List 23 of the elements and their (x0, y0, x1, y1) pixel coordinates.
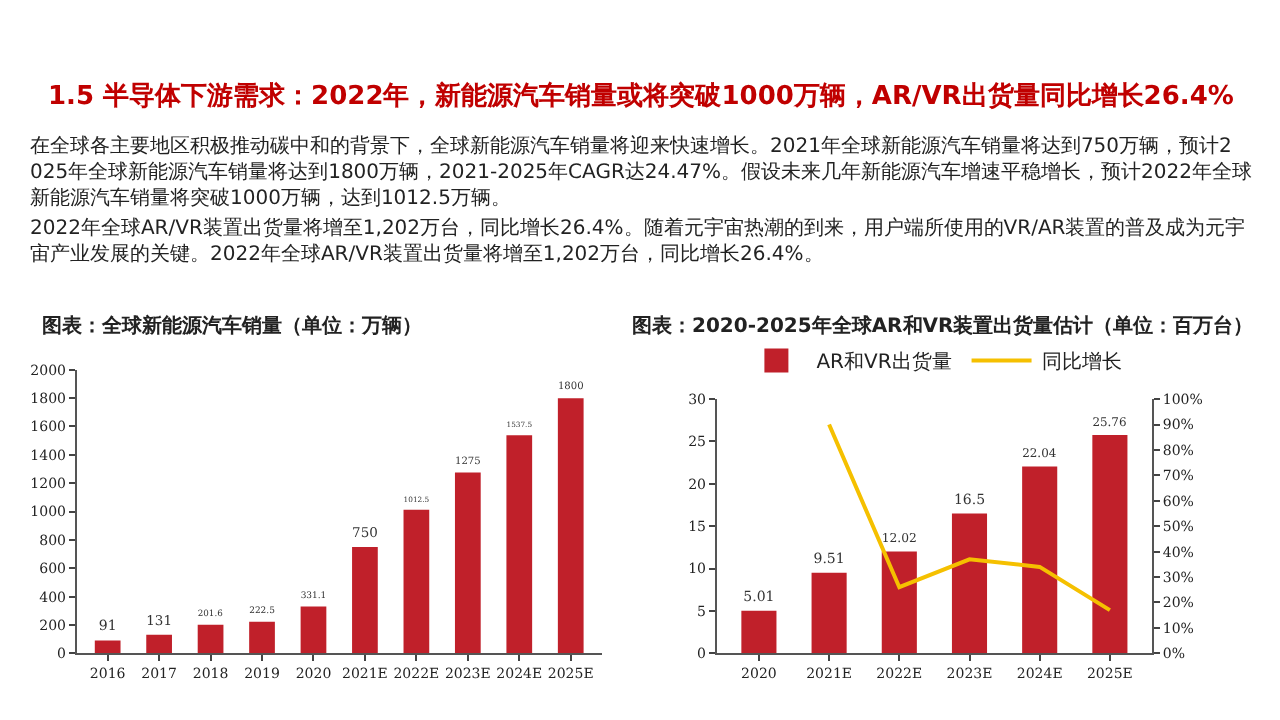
bar (94, 640, 121, 654)
bar (506, 435, 533, 654)
bar (249, 621, 275, 654)
text: 在全球各主要地区积极推动碳中和的背景下，全球新能源汽车销量将迎来快速增长。2021年全球新能源汽车销量将达到750万辆，预计2025年全球新能源汽车销量将达到1800万辆，2021-2025年CAGR达24.47%。假设未来几年新能源汽车增速平稳增长，预计2022年全球新能源汽车销量将突破1000万辆，达到1012.5万辆。 (30, 134, 1252, 210)
bar (881, 551, 917, 654)
text: 2022年全球AR/VR装置出货量将增至1,202万台，同比增长26.4%。随着元宇宙热潮的到来，用户端所使用的VR/AR装置的普及成为元宇宙产业发展的关键。2022年全球AR/VR装置出货量将增至1,202万台，同比增长26.4%。 (30, 216, 1246, 266)
bar (300, 606, 327, 654)
chart-title: 图表：2020-2025年全球AR和VR装置出货量估计（单位：百万台） (632, 314, 1254, 338)
bar (741, 610, 777, 654)
bar (557, 398, 584, 654)
text: 1.5 半导体下游需求：2022年，新能源汽车销量或将突破1000万辆，AR/VR出货量同比增长26.4% (48, 80, 1234, 112)
bar (146, 634, 172, 654)
legend-label: 同比增长 (1041, 350, 1122, 375)
chart-title: 图表：全球新能源汽车销量（单位：万辆） (42, 314, 422, 338)
bar (1022, 466, 1058, 654)
bar (352, 547, 378, 654)
bar (197, 624, 224, 654)
bar (951, 513, 988, 654)
bar (1092, 435, 1128, 654)
bar (811, 572, 847, 654)
bar (403, 509, 430, 654)
bar (454, 472, 481, 654)
legend-label: AR和VR出货量 (816, 350, 952, 375)
